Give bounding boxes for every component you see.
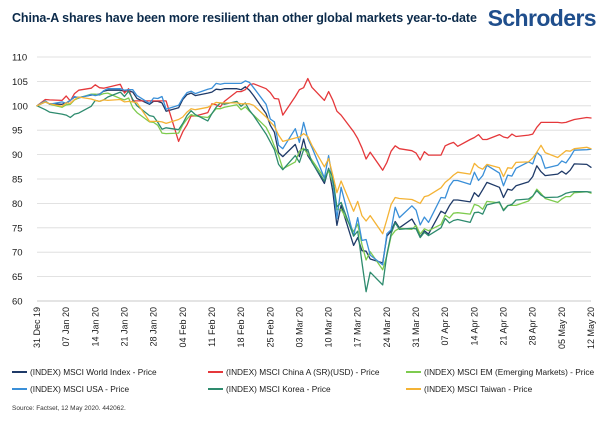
y-tick-label: 90 xyxy=(12,150,23,161)
x-tick-label: 11 Feb 20 xyxy=(207,307,217,347)
x-tick-label: 21 Jan 20 xyxy=(119,307,129,347)
x-tick-label: 05 May 20 xyxy=(557,307,567,349)
y-tick-label: 65 xyxy=(12,272,23,283)
grid-lines xyxy=(37,56,591,302)
legend-label: (INDEX) MSCI China A (SR)(USD) - Price xyxy=(226,367,380,377)
y-tick-label: 85 xyxy=(12,175,23,186)
legend-swatch xyxy=(12,370,27,373)
x-tick-label: 31 Dec 19 xyxy=(32,307,42,348)
legend-swatch xyxy=(406,387,421,390)
y-tick-label: 95 xyxy=(12,126,23,137)
legend-item-usa: (INDEX) MSCI USA - Price xyxy=(12,384,129,394)
legend-item-korea: (INDEX) MSCI Korea - Price xyxy=(208,384,331,394)
y-tick-label: 105 xyxy=(12,77,28,88)
x-tick-label: 18 Feb 20 xyxy=(236,307,246,348)
series-lines xyxy=(36,77,592,293)
y-tick-label: 100 xyxy=(12,101,28,112)
series-line xyxy=(36,80,592,266)
legend-label: (INDEX) MSCI EM (Emerging Markets) - Pri… xyxy=(424,367,595,377)
x-tick-label: 28 Apr 20 xyxy=(528,307,538,346)
x-tick-label: 07 Jan 20 xyxy=(61,307,71,347)
series-line xyxy=(36,92,592,271)
x-tick-label: 25 Feb 20 xyxy=(265,307,275,348)
y-tick-label: 110 xyxy=(12,53,27,64)
x-tick-label: 14 Apr 20 xyxy=(469,307,479,346)
chart-title: China-A shares have been more resilient … xyxy=(12,11,477,25)
series-line xyxy=(36,96,592,235)
source-note: Source: Factset, 12 May 2020. 442062. xyxy=(12,405,126,412)
x-tick-label: 24 Mar 20 xyxy=(382,307,392,348)
y-tick-label: 60 xyxy=(12,297,23,308)
y-tick-label: 80 xyxy=(12,199,23,210)
series-line xyxy=(36,90,592,293)
x-tick-label: 07 Apr 20 xyxy=(440,307,450,346)
legend-item-taiwan: (INDEX) MSCI Taiwan - Price xyxy=(406,384,532,394)
y-axis: 60 65 70 75 80 85 90 95 100 105 110 xyxy=(12,53,28,308)
legend-label: (INDEX) MSCI Taiwan - Price xyxy=(424,384,533,394)
legend-item-world: (INDEX) MSCI World Index - Price xyxy=(12,367,157,377)
x-tick-label: 31 Mar 20 xyxy=(411,307,421,348)
schroders-logo: Schroders xyxy=(487,5,597,31)
x-axis: 31 Dec 19 07 Jan 20 14 Jan 20 21 Jan 20 28 J… xyxy=(32,300,596,349)
legend-item-china-a: (INDEX) MSCI China A (SR)(USD) - Price xyxy=(208,367,380,377)
legend-swatch xyxy=(12,387,27,390)
x-tick-label: 04 Feb 20 xyxy=(178,307,188,348)
x-tick-label: 28 Jan 20 xyxy=(149,307,159,347)
legend-label: (INDEX) MSCI Korea - Price xyxy=(226,384,331,394)
x-tick-label: 12 May 20 xyxy=(586,307,596,349)
legend-swatch xyxy=(208,370,223,373)
legend-item-em: (INDEX) MSCI EM (Emerging Markets) - Pri… xyxy=(406,367,594,377)
line-chart: 60 65 70 75 80 85 90 95 100 105 110 31 Dec 19 07 Ja… xyxy=(12,53,596,350)
legend-swatch xyxy=(406,370,421,373)
x-tick-label: 21 Apr 20 xyxy=(499,307,509,346)
x-tick-label: 14 Jan 20 xyxy=(90,307,100,347)
y-tick-label: 70 xyxy=(12,248,23,259)
x-tick-label: 17 Mar 20 xyxy=(353,307,363,348)
legend-swatch xyxy=(208,387,223,390)
x-tick-label: 10 Mar 20 xyxy=(324,307,334,348)
x-tick-label: 03 Mar 20 xyxy=(294,307,304,348)
legend-label: (INDEX) MSCI USA - Price xyxy=(30,384,130,394)
y-tick-label: 75 xyxy=(12,223,23,234)
legend-label: (INDEX) MSCI World Index - Price xyxy=(30,367,157,377)
